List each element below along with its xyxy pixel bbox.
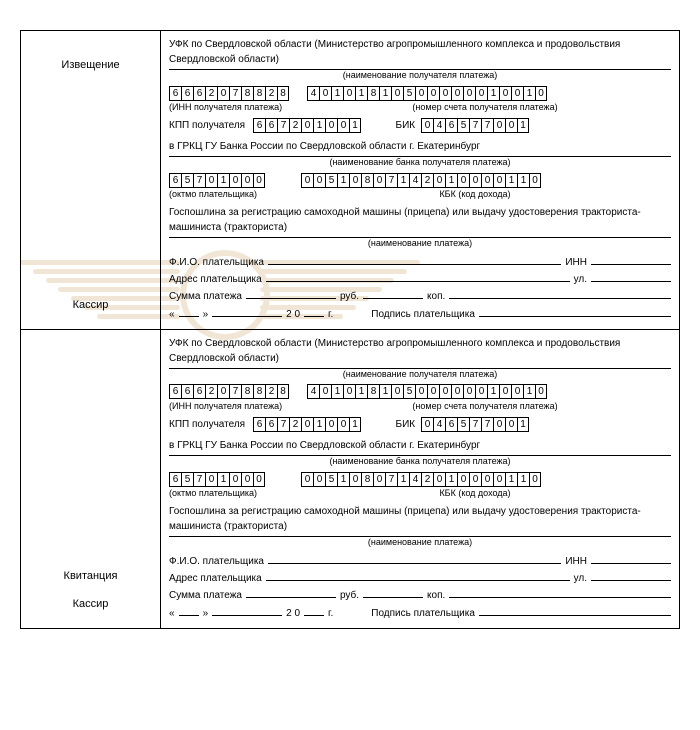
year-suffix: г. bbox=[328, 606, 333, 621]
payment-purpose: Госпошлина за регистрацию самоходной маш… bbox=[169, 504, 671, 534]
bank-name: в ГРКЦ ГУ Банка России по Свердловской о… bbox=[169, 438, 671, 453]
receipt-label: Квитанция bbox=[64, 570, 118, 582]
account-caption: (номер счета получателя платежа) bbox=[299, 400, 671, 414]
fio-field[interactable] bbox=[268, 553, 561, 564]
month-field[interactable] bbox=[212, 604, 282, 616]
fio-label: Ф.И.О. плательщика bbox=[169, 255, 264, 270]
payment-caption: (наименование платежа) bbox=[169, 237, 671, 251]
bik-label: БИК bbox=[361, 118, 421, 133]
street-label: ул. bbox=[574, 571, 587, 586]
section-body-2: УФК по Свердловской области (Министерств… bbox=[161, 330, 679, 628]
cashier-label-2: Кассир bbox=[73, 598, 109, 610]
fio-label: Ф.И.О. плательщика bbox=[169, 554, 264, 569]
rub-label: руб. bbox=[340, 588, 359, 603]
sum-label: Сумма платежа bbox=[169, 588, 242, 603]
oktmo-caption: (октмо плательщика) bbox=[169, 188, 279, 202]
street-label: ул. bbox=[574, 272, 587, 287]
inn-account-row: 666207882840101810500000010010 bbox=[169, 86, 671, 101]
recipient-caption: (наименование получателя платежа) bbox=[169, 368, 671, 382]
bank-caption: (наименование банка получателя платежа) bbox=[169, 156, 671, 170]
kop-field[interactable] bbox=[363, 587, 423, 598]
payment-purpose: Госпошлина за регистрацию самоходной маш… bbox=[169, 205, 671, 235]
day-field[interactable] bbox=[179, 305, 199, 317]
payer-inn-field[interactable] bbox=[591, 254, 671, 265]
inn-field-label: ИНН bbox=[565, 255, 587, 270]
oktmo-kbk-row: 6570100000510807142010000110 bbox=[169, 173, 671, 188]
kop-label: коп. bbox=[427, 588, 445, 603]
payment-caption: (наименование платежа) bbox=[169, 536, 671, 550]
inn-caption: (ИНН получателя платежа) bbox=[169, 400, 299, 414]
year-prefix: 2 0 bbox=[286, 606, 300, 621]
addr-label: Адрес плательщика bbox=[169, 571, 262, 586]
section-body: УФК по Свердловской области (Министерств… bbox=[161, 31, 679, 329]
account-caption: (номер счета получателя платежа) bbox=[299, 101, 671, 115]
inn-field-label: ИНН bbox=[565, 554, 587, 569]
kbk-caption: КБК (код дохода) bbox=[279, 487, 671, 501]
sign-label: Подпись плательщика bbox=[371, 307, 475, 322]
bank-name: в ГРКЦ ГУ Банка России по Свердловской о… bbox=[169, 139, 671, 154]
kpp-label: КПП получателя bbox=[169, 419, 245, 430]
kpp-bik-row: КПП получателя667201001БИК046577001 bbox=[169, 118, 671, 133]
oktmo-kbk-row: 6570100000510807142010000110 bbox=[169, 472, 671, 487]
oktmo-caption: (октмо плательщика) bbox=[169, 487, 279, 501]
payer-inn-field[interactable] bbox=[591, 553, 671, 564]
notice-label: Извещение bbox=[61, 59, 119, 71]
recipient-name: УФК по Свердловской области (Министерств… bbox=[169, 336, 671, 366]
year-field[interactable] bbox=[304, 305, 324, 317]
rub-label: руб. bbox=[340, 289, 359, 304]
year-prefix: 2 0 bbox=[286, 307, 300, 322]
sign-field[interactable] bbox=[479, 605, 671, 616]
addr-field[interactable] bbox=[266, 271, 570, 282]
rub-field[interactable] bbox=[246, 587, 336, 598]
addr-field[interactable] bbox=[266, 570, 570, 581]
kop-field[interactable] bbox=[363, 288, 423, 299]
addr-label: Адрес плательщика bbox=[169, 272, 262, 287]
year-field[interactable] bbox=[304, 604, 324, 616]
street-field[interactable] bbox=[591, 271, 671, 282]
rub-field[interactable] bbox=[246, 288, 336, 299]
cashier-label: Кассир bbox=[73, 299, 109, 311]
payment-form: Извещение Кассир УФК по Свердловской обл… bbox=[20, 30, 680, 629]
recipient-name: УФК по Свердловской области (Министерств… bbox=[169, 37, 671, 67]
sum-label: Сумма платежа bbox=[169, 289, 242, 304]
kpp-bik-row: КПП получателя667201001БИК046577001 bbox=[169, 417, 671, 432]
fio-field[interactable] bbox=[268, 254, 561, 265]
recipient-caption: (наименование получателя платежа) bbox=[169, 69, 671, 83]
sign-field[interactable] bbox=[479, 306, 671, 317]
sign-label: Подпись плательщика bbox=[371, 606, 475, 621]
inn-caption: (ИНН получателя платежа) bbox=[169, 101, 299, 115]
month-field[interactable] bbox=[212, 305, 282, 317]
receipt-section: Квитанция Кассир УФК по Свердловской обл… bbox=[21, 330, 679, 628]
inn-account-row: 666207882840101810500000010010 bbox=[169, 384, 671, 399]
street-field[interactable] bbox=[591, 570, 671, 581]
bank-caption: (наименование банка получателя платежа) bbox=[169, 455, 671, 469]
bik-label: БИК bbox=[361, 417, 421, 432]
kbk-caption: КБК (код дохода) bbox=[279, 188, 671, 202]
year-suffix: г. bbox=[328, 307, 333, 322]
kop-label: коп. bbox=[427, 289, 445, 304]
notice-section: Извещение Кассир УФК по Свердловской обл… bbox=[21, 31, 679, 330]
day-field[interactable] bbox=[179, 604, 199, 616]
kpp-label: КПП получателя bbox=[169, 120, 245, 131]
